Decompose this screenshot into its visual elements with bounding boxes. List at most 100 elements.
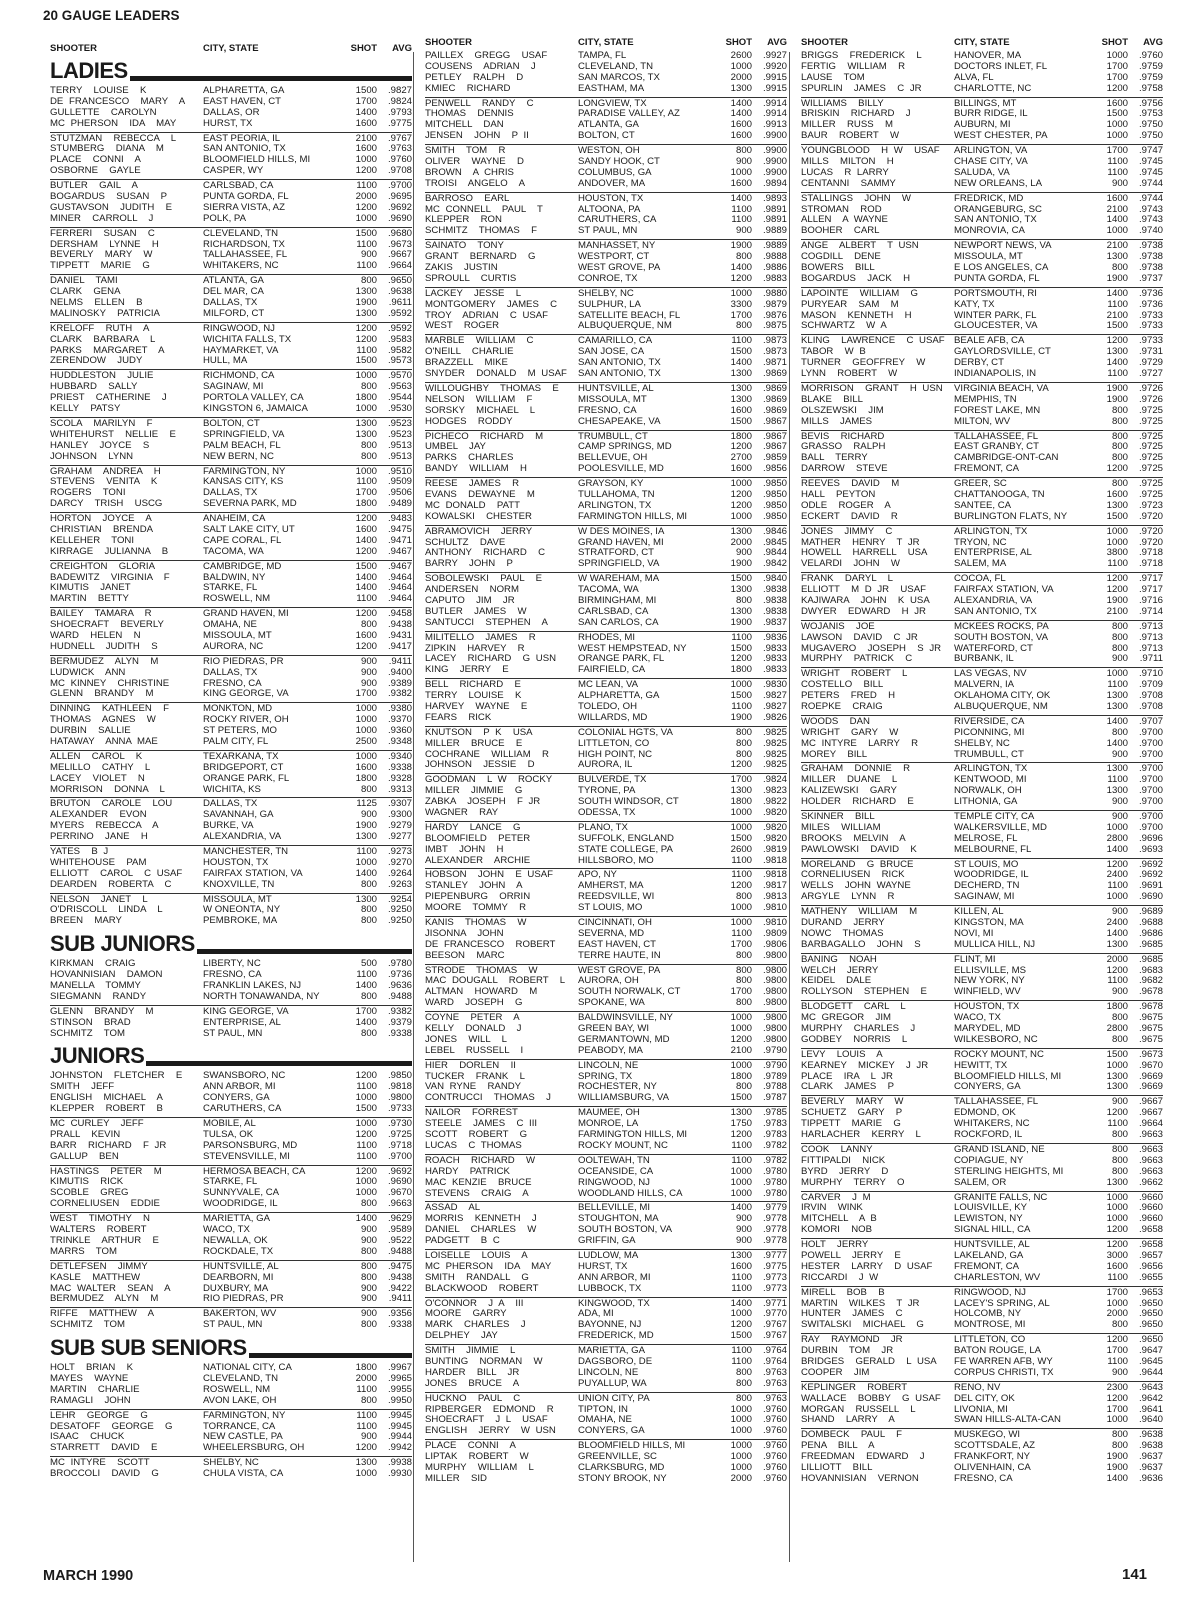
- targets-shot: 900: [735, 156, 752, 168]
- shooter-name: MURPHY CHARLES J: [801, 1024, 916, 1035]
- average: .9750: [1138, 119, 1163, 131]
- targets-shot: 1200: [355, 165, 377, 177]
- average: .9700: [1138, 821, 1163, 833]
- average: .9475: [387, 523, 412, 535]
- targets-shot: 800: [1111, 478, 1128, 490]
- city-state: ELLISVILLE, MS: [954, 965, 1026, 976]
- table-row: HOLT BRIAN K NATIONAL CITY, CA 1800.9967: [50, 1362, 412, 1374]
- targets-shot: 900: [1111, 653, 1128, 665]
- targets-shot: 1700: [730, 986, 752, 998]
- city-state: FAIRFAX STATION, VA: [203, 868, 303, 879]
- table-row: LEHR GEORGE G FARMINGTON, NY 1100.9945: [50, 1410, 412, 1422]
- city-state: KENTWOOD, MI: [954, 775, 1027, 786]
- average: .9915: [762, 71, 787, 83]
- city-state: BELLEVILLE, MI: [578, 1203, 650, 1214]
- shooter-name: HOLT JERRY: [801, 1240, 869, 1251]
- targets-shot: 1000: [730, 1023, 752, 1035]
- city-state: SAN JOSE, CA: [578, 347, 645, 358]
- targets-shot: 1200: [1106, 858, 1128, 870]
- targets-shot: 1400: [1106, 737, 1128, 749]
- city-state: PARSONSBURG, MD: [203, 1140, 298, 1151]
- targets-shot: 1100: [1107, 774, 1128, 786]
- city-state: SPRING, TX: [578, 1071, 633, 1082]
- table-row: BANING NOAH FLINT, MI 2000.9685: [801, 954, 1163, 966]
- city-state: HAYMARKET, VA: [203, 345, 279, 356]
- table-row: ISAAC CHUCK NEW CASTLE, PA 900.9944: [50, 1432, 412, 1443]
- average: .9669: [1138, 1070, 1163, 1082]
- city-state: OOLTEWAH, TN: [578, 1155, 650, 1166]
- table-row: EVANS DEWAYNE M TULLAHOMA, TN 1200.9850: [425, 489, 787, 501]
- average: .9380: [387, 703, 412, 715]
- average: .9763: [762, 1377, 787, 1389]
- table-row: LACKEY JESSE L SHELBY, NC 1000.9880: [425, 288, 787, 300]
- city-state: SATELLITE BEACH, FL: [578, 310, 681, 321]
- city-state: DOCTORS INLET, FL: [954, 61, 1048, 72]
- table-row: MURPHY PATRICK C BURBANK, IL 900.9711: [801, 654, 1163, 665]
- section-groups: TERRY LOUISE K ALPHARETTA, GA 1500.9827 DE …: [50, 85, 412, 929]
- table-row: KEPLINGER ROBERT RENO, NV 2300.9643: [801, 1382, 1163, 1394]
- targets-shot: 800: [360, 1245, 377, 1257]
- table-row: DURBIN TOM JR BATON ROUGE, LA 1700.9647: [801, 1345, 1163, 1357]
- targets-shot: 800: [735, 1366, 752, 1378]
- shooter-name: DWYER EDWARD H JR: [801, 606, 926, 617]
- targets-shot: 1700: [355, 95, 377, 107]
- table-row: JENSEN JOHN P II BOLTON, CT 1600.9900: [425, 130, 787, 142]
- average: .9894: [762, 177, 787, 189]
- targets-shot: 1300: [355, 417, 377, 429]
- shooter-group: WILLIAMS BILLY BILLINGS, MT 1600.9756 BRISK…: [801, 98, 1163, 146]
- table-row: MASON KENNETH H WINTER PARK, FL 2100.9733: [801, 310, 1163, 322]
- targets-shot: 1500: [355, 560, 377, 572]
- targets-shot: 1000: [355, 856, 377, 868]
- average: .9685: [1138, 938, 1163, 950]
- shooter-group: GLENN BRANDY M KING GEORGE, VA 1700.9382 ST…: [50, 1006, 412, 1042]
- targets-shot: 1000: [730, 1440, 752, 1452]
- average: .9483: [387, 513, 412, 525]
- table-row: BRIGGS FREDERICK L HANOVER, MA 1000.9760: [801, 50, 1163, 62]
- targets-shot: 800: [735, 949, 752, 961]
- average: .9810: [762, 902, 787, 914]
- table-row: FERRERI SUSAN C CLEVELAND, TN 1500.9680: [50, 228, 412, 240]
- shooter-name: MALINOSKY PATRICIA: [50, 308, 160, 319]
- average: .9767: [387, 132, 412, 144]
- average: .9787: [762, 1092, 787, 1104]
- shooter-name: MANELLA TOMMY: [50, 981, 141, 992]
- targets-shot: 800: [360, 904, 377, 916]
- average: .9707: [1138, 715, 1163, 727]
- average: .9720: [1138, 525, 1163, 537]
- table-row: FITTIPALDI NICK COPIAGUE, NY 800.9663: [801, 1155, 1163, 1167]
- table-row: MARK CHARLES J BAYONNE, NJ 1200.9767: [425, 1319, 787, 1331]
- shooter-name: MOORE GARRY: [425, 1309, 507, 1320]
- city-state: AVON LAKE, OH: [203, 1395, 277, 1406]
- shooter-group: KNUTSON P K USA COLONIAL HGTS, VA 800.9825…: [425, 727, 787, 775]
- table-row: BREEN MARY PEMBROKE, MA 800.9250: [50, 915, 412, 927]
- table-row: WELCH JERRY ELLISVILLE, MS 1200.9683: [801, 965, 1163, 977]
- targets-shot: 1300: [730, 1249, 752, 1261]
- city-state: WALKERSVILLE, MD: [954, 822, 1047, 833]
- average: .9300: [387, 809, 412, 821]
- city-state: MISSOULA, MT: [203, 630, 272, 641]
- table-row: SAINATO TONY MANHASSET, NY 1900.9889: [425, 240, 787, 252]
- shooter-name: CORNELIUSEN RICK: [801, 870, 905, 881]
- average: .9714: [1138, 605, 1163, 617]
- average: .9708: [1138, 690, 1163, 702]
- city-state: INDIANAPOLIS, IN: [954, 369, 1037, 380]
- average: .9800: [762, 975, 787, 987]
- city-state: ST PAUL, MN: [578, 226, 638, 237]
- table-row: ECKERT DAVID R BURLINGTON FLATS, NY 1500.9…: [801, 511, 1163, 523]
- shooter-name: PENA BILL A: [801, 1441, 875, 1452]
- table-row: CHRISTIAN BRENDA SALT LAKE CITY, UT 1600.9…: [50, 523, 412, 536]
- targets-shot: 1300: [1106, 938, 1128, 950]
- table-row: MURPHY TERRY O SALEM, OR 1300.9662: [801, 1177, 1163, 1189]
- targets-shot: 1400: [355, 534, 377, 546]
- table-row: ZAKIS JUSTIN WEST GROVE, PA 1400.9886: [425, 262, 787, 274]
- table-row: BRIDGES GERALD L USA FE WARREN AFB, WY 110…: [801, 1356, 1163, 1368]
- average: .9264: [387, 867, 412, 879]
- city-state: CHARLESTON, WV: [954, 1272, 1041, 1283]
- average: .9850: [387, 1070, 412, 1082]
- average: .9778: [762, 1235, 787, 1247]
- city-state: PUYALLUP, WA: [578, 1378, 647, 1389]
- shooter-name: RICCARDI J W: [801, 1272, 879, 1283]
- targets-shot: 1300: [730, 82, 752, 94]
- city-state: TALLAHASSEE, FL: [954, 431, 1039, 442]
- average: .9670: [387, 1187, 412, 1199]
